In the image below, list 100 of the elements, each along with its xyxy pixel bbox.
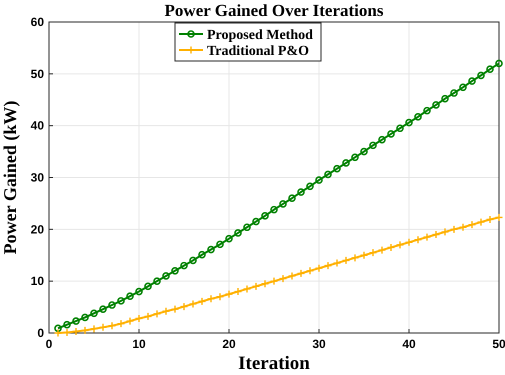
point bbox=[414, 236, 422, 244]
point bbox=[252, 218, 260, 226]
point bbox=[90, 310, 98, 318]
point bbox=[252, 282, 260, 291]
y-tick-label: 30 bbox=[30, 170, 44, 184]
point bbox=[396, 124, 404, 132]
point bbox=[360, 148, 368, 156]
point bbox=[242, 284, 252, 294]
point bbox=[351, 153, 359, 162]
point bbox=[144, 282, 152, 290]
point bbox=[162, 307, 170, 316]
point bbox=[270, 276, 278, 286]
point bbox=[459, 84, 467, 92]
point bbox=[423, 106, 431, 114]
point bbox=[279, 200, 287, 208]
point bbox=[468, 220, 476, 229]
point bbox=[360, 251, 368, 260]
point bbox=[260, 280, 270, 288]
point bbox=[432, 230, 440, 239]
legend-label: Proposed Method bbox=[207, 28, 314, 43]
point bbox=[54, 324, 62, 332]
point bbox=[324, 261, 332, 270]
point bbox=[486, 65, 494, 73]
point bbox=[468, 77, 476, 85]
point bbox=[116, 319, 126, 328]
point bbox=[54, 328, 62, 338]
point bbox=[270, 206, 278, 214]
point bbox=[396, 240, 404, 250]
point bbox=[80, 326, 90, 335]
x-tick-label: 30 bbox=[312, 337, 326, 351]
y-tick-label: 40 bbox=[30, 118, 44, 133]
point bbox=[386, 243, 396, 252]
point bbox=[288, 272, 296, 280]
point bbox=[278, 274, 288, 283]
point bbox=[306, 182, 314, 190]
point bbox=[441, 94, 449, 103]
point bbox=[378, 136, 386, 144]
y-axis-title: Power Gained (kW) bbox=[0, 100, 20, 254]
point bbox=[306, 266, 314, 275]
point bbox=[342, 159, 350, 167]
point bbox=[297, 188, 305, 196]
point bbox=[458, 223, 468, 232]
y-tick-label: 60 bbox=[30, 15, 44, 29]
point bbox=[350, 254, 360, 262]
point bbox=[171, 267, 179, 275]
point bbox=[314, 264, 324, 272]
point bbox=[315, 176, 323, 184]
point bbox=[243, 223, 251, 232]
point bbox=[432, 101, 440, 109]
point bbox=[494, 213, 504, 222]
point bbox=[332, 258, 342, 268]
point bbox=[98, 323, 108, 332]
point bbox=[152, 310, 162, 318]
point bbox=[216, 240, 224, 248]
point bbox=[108, 301, 116, 309]
point bbox=[234, 229, 242, 237]
point bbox=[368, 248, 378, 257]
point bbox=[324, 170, 332, 178]
point bbox=[234, 287, 242, 296]
point bbox=[81, 314, 89, 322]
point bbox=[206, 294, 216, 303]
x-tick-label: 50 bbox=[492, 337, 505, 351]
point bbox=[216, 292, 224, 301]
point bbox=[450, 89, 458, 97]
y-tick-label: 0 bbox=[37, 326, 44, 340]
y-tick-label: 50 bbox=[30, 66, 44, 81]
point bbox=[477, 72, 485, 80]
point bbox=[180, 302, 188, 311]
point bbox=[404, 238, 414, 246]
chart-title: Power Gained Over Iterations bbox=[164, 1, 384, 20]
point bbox=[288, 194, 296, 202]
point bbox=[108, 322, 116, 330]
point bbox=[207, 246, 215, 254]
point bbox=[422, 232, 432, 242]
point bbox=[62, 328, 72, 337]
point bbox=[440, 228, 450, 236]
x-tick-label: 20 bbox=[222, 337, 236, 351]
point bbox=[224, 290, 234, 298]
point bbox=[126, 316, 134, 326]
point bbox=[378, 246, 386, 254]
x-tick-label: 40 bbox=[402, 337, 416, 351]
point bbox=[450, 225, 458, 234]
point bbox=[342, 256, 350, 265]
y-tick-label: 20 bbox=[30, 222, 44, 236]
point bbox=[198, 250, 206, 259]
point bbox=[117, 297, 125, 305]
point bbox=[188, 300, 198, 308]
x-axis-title: Iteration bbox=[238, 353, 310, 374]
point bbox=[90, 324, 98, 334]
point bbox=[153, 277, 161, 285]
y-tick-label: 10 bbox=[30, 274, 44, 288]
point bbox=[225, 234, 233, 242]
point bbox=[369, 142, 377, 150]
point bbox=[135, 288, 143, 296]
x-tick-label: 10 bbox=[132, 337, 146, 351]
point bbox=[134, 314, 144, 323]
point bbox=[333, 164, 341, 172]
legend-label: Traditional P&O bbox=[207, 44, 310, 59]
point bbox=[476, 218, 486, 226]
point bbox=[405, 118, 413, 126]
